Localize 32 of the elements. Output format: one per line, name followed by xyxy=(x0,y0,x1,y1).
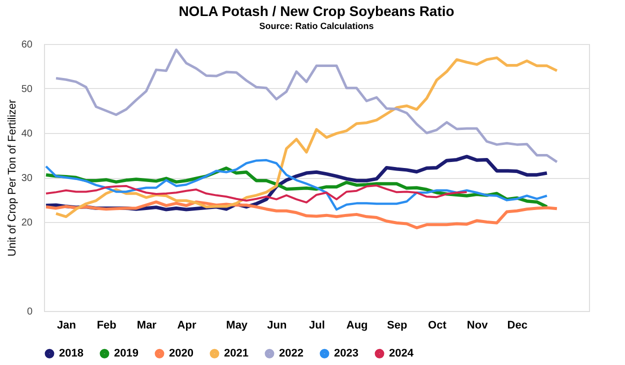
legend-label: 2023 xyxy=(334,348,358,360)
x-tick-label: May xyxy=(226,320,248,332)
x-tick-label: Jan xyxy=(57,320,76,332)
line-series xyxy=(44,200,558,230)
x-tick-label: Nov xyxy=(466,320,489,332)
legend-label: 2022 xyxy=(279,348,304,360)
x-tick-label: Mar xyxy=(136,320,158,332)
y-tick-label: 50 xyxy=(21,84,33,95)
x-tick-label: Apr xyxy=(177,320,197,332)
line-series xyxy=(54,56,558,218)
legend-label: 2019 xyxy=(114,348,138,360)
x-tick-label: Oct xyxy=(428,320,447,332)
y-tick-label: 30 xyxy=(21,173,33,184)
y-axis-title: Unit of Crop Per Ton of Fertilizer xyxy=(6,99,18,256)
legend-label: 2018 xyxy=(59,348,84,360)
y-tick-label: 40 xyxy=(21,128,33,140)
chart-title: NOLA Potash / New Crop Soybeans Ratio xyxy=(178,3,454,19)
chart-subtitle: Source: Ratio Calculations xyxy=(259,21,374,31)
x-tick-label: Feb xyxy=(96,320,117,332)
y-tick-label: 60 xyxy=(21,40,33,50)
x-tick-label: Jun xyxy=(267,320,287,332)
x-tick-label: Dec xyxy=(507,320,528,332)
y-tick-label: 20 xyxy=(21,218,33,228)
line-series xyxy=(54,48,558,164)
y-tick-label: 0 xyxy=(26,306,33,318)
legend-label: 2024 xyxy=(389,348,414,360)
x-tick-label: Aug xyxy=(346,320,368,332)
legend-label: 2020 xyxy=(169,348,194,360)
line-series xyxy=(45,184,468,204)
x-tick-label: Sep xyxy=(387,320,408,332)
legend-label: 2021 xyxy=(224,348,248,360)
x-tick-label: Jul xyxy=(309,320,325,332)
